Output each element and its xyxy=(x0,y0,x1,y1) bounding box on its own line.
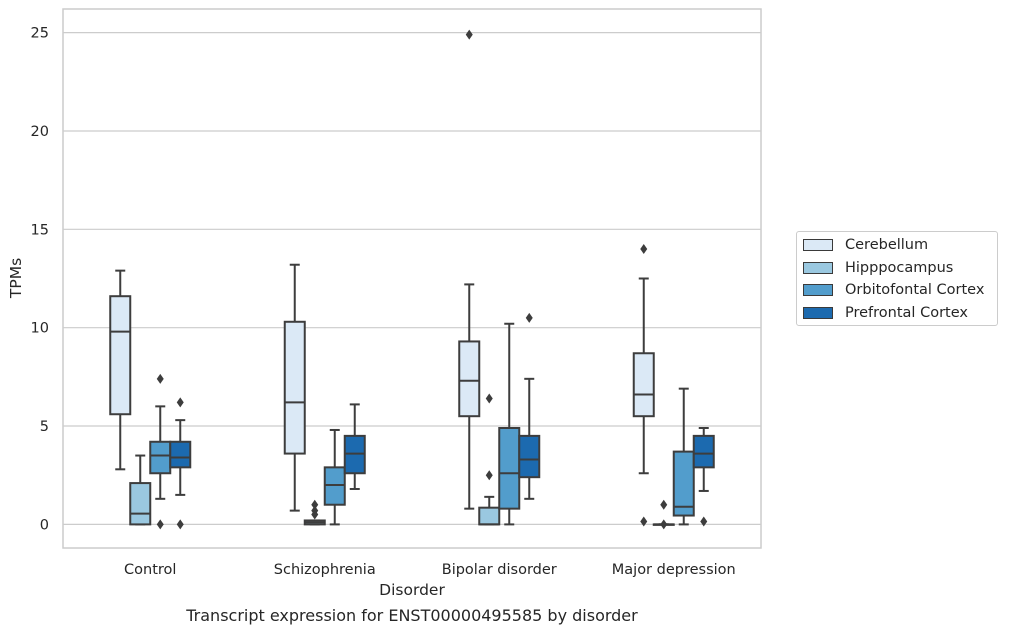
x-tick-label: Control xyxy=(124,562,176,578)
box-body xyxy=(632,352,655,418)
plot-frame xyxy=(62,8,762,549)
outlier-point xyxy=(660,519,668,530)
legend-item: Hipppocampus xyxy=(803,259,953,277)
legend-swatch-cerebellum xyxy=(803,239,833,251)
box-0-0 xyxy=(109,269,132,471)
outlier-point xyxy=(176,397,184,408)
legend-item: Orbitofontal Cortex xyxy=(803,281,984,299)
y-tick-label: 20 xyxy=(31,124,49,140)
box-1-2 xyxy=(478,393,501,526)
box-body xyxy=(672,450,695,517)
legend-label: Orbitofontal Cortex xyxy=(845,282,985,298)
y-tick-label: 15 xyxy=(31,222,49,238)
box-3-2 xyxy=(518,312,541,500)
legend-swatch-prefrontal xyxy=(803,307,833,319)
outlier-point xyxy=(311,499,319,510)
box-body xyxy=(498,427,521,510)
box-body xyxy=(458,340,481,418)
outlier-point xyxy=(465,29,473,40)
y-axis-label: TPMs xyxy=(7,258,25,299)
box-body xyxy=(692,434,715,469)
legend-swatch-orbitofrontal xyxy=(803,284,833,296)
box-body xyxy=(478,506,501,526)
box-0-2 xyxy=(458,29,481,510)
outlier-point xyxy=(660,499,668,510)
y-tick-label: 5 xyxy=(40,419,49,435)
outlier-point xyxy=(311,509,319,520)
box-3-3 xyxy=(692,427,715,527)
box-3-1 xyxy=(343,403,366,490)
box-3-0 xyxy=(169,397,192,530)
box-body xyxy=(169,440,192,469)
outlier-point xyxy=(640,243,648,254)
box-2-0 xyxy=(149,373,172,530)
box-1-3 xyxy=(652,499,675,530)
outlier-point xyxy=(176,519,184,530)
legend: Cerebellum Hipppocampus Orbitofontal Cor… xyxy=(796,231,998,326)
outlier-point xyxy=(485,393,493,404)
legend-swatch-hippocampus xyxy=(803,262,833,274)
axis-tick-labels: 0 5 10 15 20 25 Control Schizophrenia Bipolar di… xyxy=(31,26,736,578)
outlier-point xyxy=(485,470,493,481)
figure-caption: Transcript expression for ENST0000049558… xyxy=(186,606,638,625)
box-plot-marks xyxy=(109,29,715,530)
legend-label: Cerebellum xyxy=(845,237,929,253)
x-tick-label: Schizophrenia xyxy=(274,562,376,578)
box-2-2 xyxy=(498,322,521,526)
outlier-point xyxy=(156,519,164,530)
box-0-1 xyxy=(283,263,306,512)
outlier-point xyxy=(700,516,708,527)
legend-label: Hipppocampus xyxy=(845,260,954,276)
box-1-1 xyxy=(303,499,326,526)
box-2-3 xyxy=(672,387,695,526)
box-2-1 xyxy=(323,428,346,526)
outlier-point xyxy=(640,516,648,527)
x-axis-label: Disorder xyxy=(379,581,445,599)
box-0-3 xyxy=(632,243,655,527)
x-tick-label: Bipolar disorder xyxy=(442,562,557,578)
box-1-0 xyxy=(129,454,152,526)
outlier-point xyxy=(525,312,533,323)
y-tick-label: 10 xyxy=(31,321,49,337)
legend-item: Prefrontal Cortex xyxy=(803,304,968,322)
box-body xyxy=(283,320,306,455)
x-tick-label: Major depression xyxy=(612,562,736,578)
legend-item: Cerebellum xyxy=(803,236,928,254)
box-body xyxy=(149,440,172,475)
box-body xyxy=(129,482,152,526)
outlier-point xyxy=(156,373,164,384)
y-tick-label: 0 xyxy=(40,517,49,533)
y-tick-label: 25 xyxy=(31,26,49,42)
box-body xyxy=(518,434,541,479)
legend-label: Prefrontal Cortex xyxy=(845,305,968,321)
box-body xyxy=(109,295,132,416)
